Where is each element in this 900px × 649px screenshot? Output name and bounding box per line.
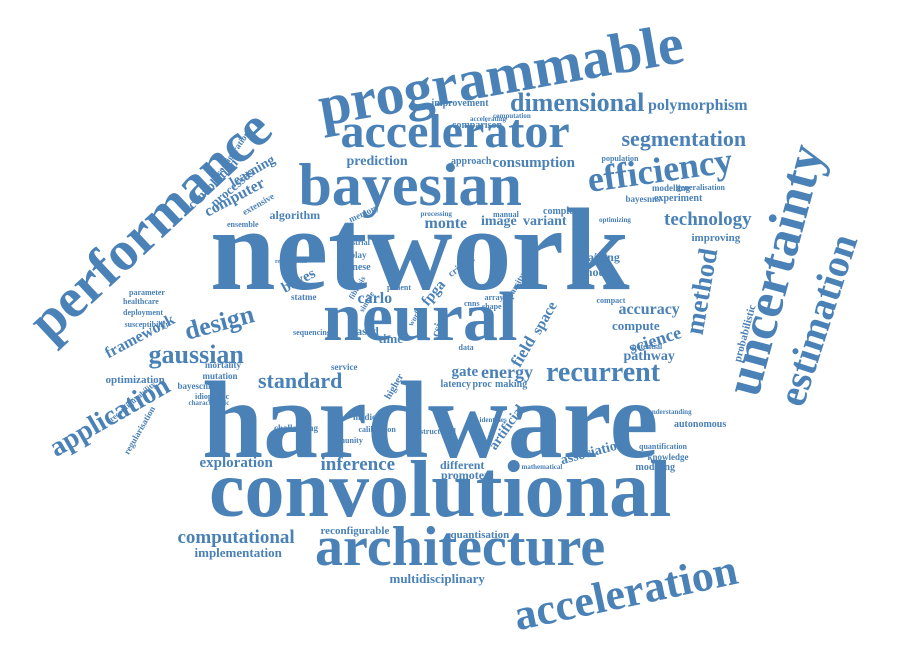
cloud-word: population [601, 154, 639, 163]
cloud-word: different [440, 458, 485, 472]
cloud-word: accuracy [618, 301, 680, 318]
cloud-word: accelerating [470, 114, 507, 123]
cloud-word: characteristic [188, 398, 230, 407]
cloud-word: hardware [202, 359, 659, 481]
cloud-word: sequencing [293, 328, 331, 337]
cloud-word: quantification [639, 442, 688, 451]
cloud-word: susceptibility [124, 320, 170, 329]
cloud-word: dimensional [510, 88, 645, 117]
cloud-word: bayesnns [625, 193, 661, 204]
cloud-word: gaussian [148, 340, 244, 369]
cloud-word: method [678, 245, 723, 337]
cloud-word: comparison [452, 120, 502, 131]
cloud-word: quantisation [450, 528, 510, 541]
cloud-word: modeling [635, 462, 675, 473]
cloud-word: knowledge [647, 451, 689, 462]
cloud-word: model [582, 265, 614, 279]
cloud-word: bayesian [298, 152, 522, 218]
cloud-word: convolutional [209, 446, 672, 534]
cloud-word: network [210, 184, 630, 315]
cloud-word: compact [596, 296, 626, 305]
cloud-word: challenging [274, 422, 319, 433]
cloud-word: time [378, 330, 404, 346]
cloud-word: immunity [329, 436, 363, 445]
cloud-word: ensemble [227, 220, 259, 229]
cloud-word: consumption [492, 154, 576, 171]
cloud-word: structured [420, 427, 456, 436]
cloud-word: mathematical [521, 462, 563, 471]
cloud-word: complex [543, 206, 579, 217]
cloud-word: cnns [464, 299, 480, 308]
cloud-word: inference [320, 453, 396, 475]
cloud-word: optimizing [599, 215, 631, 224]
cloud-word: technology [664, 208, 752, 230]
cloud-word: gate [451, 363, 479, 380]
cloud-word: algorithm [269, 208, 321, 222]
cloud-word: experiment [654, 193, 703, 204]
cloud-word: image [481, 214, 517, 229]
cloud-word: design [180, 299, 257, 346]
cloud-word: proc [472, 379, 492, 390]
cloud-word: requirement [275, 259, 307, 265]
cloud-word: recurrent [546, 357, 661, 388]
cloud-word: mutation [202, 370, 238, 381]
cloud-word: understanding [648, 407, 692, 416]
cloud-word: healthcare [123, 297, 159, 306]
cloud-word: bayescnns [177, 380, 217, 391]
cloud-word: identifies [479, 415, 507, 424]
cloud-word: training [578, 250, 620, 264]
cloud-word: parameter [129, 288, 165, 297]
cloud-word: standard [258, 368, 343, 393]
cloud-word: deployment [123, 308, 163, 317]
cloud-word: idiopathic [195, 392, 230, 401]
cloud-word: processing [420, 209, 452, 218]
cloud-word: industrial [336, 238, 370, 247]
cloud-word: reconfigurable [320, 524, 390, 537]
cloud-word: display [339, 249, 367, 260]
cloud-word: autonomous [674, 419, 727, 430]
cloud-word: statme [291, 291, 317, 302]
cloud-word: chinese [339, 262, 371, 273]
cloud-word: manual [493, 210, 519, 219]
cloud-word: data [458, 343, 474, 352]
cloud-word: promoter [441, 468, 490, 482]
cloud-word: latency [440, 379, 472, 390]
cloud-word: segmentation [621, 126, 747, 151]
cloud-word: approach [451, 156, 492, 167]
cloud-word: based [349, 324, 379, 338]
cloud-word: potential [632, 342, 663, 351]
cloud-word: computation [493, 111, 531, 120]
cloud-word: pathway [623, 349, 675, 364]
cloud-word: patient [387, 283, 411, 292]
cloud-word: improving [691, 231, 741, 244]
cloud-word: service [331, 361, 358, 372]
cloud-word: shape [482, 302, 502, 311]
cloud-word: optimization [105, 373, 165, 386]
cloud-word: medical [353, 411, 383, 422]
cloud-word: exploration [199, 454, 273, 471]
cloud-word: monte [424, 215, 468, 232]
cloud-word: generalisation [677, 183, 725, 192]
cloud-word: computational [177, 526, 295, 548]
cloud-word: prediction [346, 154, 408, 169]
cloud-word: implementation [194, 544, 282, 560]
cloud-word: neural [323, 279, 518, 356]
cloud-word: multidisciplinary [389, 570, 485, 586]
cloud-word: making [495, 379, 528, 390]
cloud-word: improvement [431, 98, 489, 109]
cloud-word: energy [481, 362, 533, 382]
cloud-word: modelling [652, 182, 691, 193]
cloud-word: compute [612, 317, 660, 333]
cloud-word: architecture [315, 516, 606, 578]
cloud-word: array [484, 293, 504, 302]
cloud-word: carlo [357, 290, 393, 307]
cloud-word: calibration [358, 425, 396, 434]
cloud-word: variant [523, 214, 567, 229]
cloud-word: mortality [205, 359, 241, 370]
cloud-word: accelerator [340, 105, 570, 158]
cloud-word: polymorphism [648, 97, 748, 114]
